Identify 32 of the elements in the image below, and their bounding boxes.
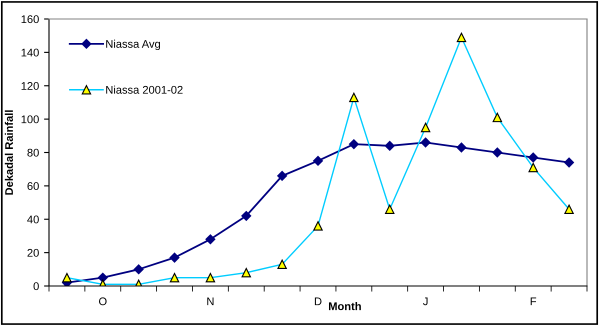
x-tick-label: J	[422, 298, 428, 306]
point	[205, 234, 216, 244]
point	[170, 252, 180, 263]
y-tick-label: 40	[27, 216, 39, 224]
x-axis-title: Month	[328, 302, 361, 310]
point	[348, 139, 359, 150]
y-tick-label: 20	[27, 248, 39, 257]
point	[384, 140, 395, 151]
y-tick-label: 160	[22, 15, 39, 24]
y-tick-label: 100	[22, 115, 39, 124]
x-tick-label: N	[207, 298, 214, 306]
point	[98, 272, 108, 283]
legend-label: Niassa 2001-02	[106, 86, 183, 94]
y-tick-label: 140	[22, 48, 39, 57]
y-tick-label: 80	[27, 148, 39, 157]
point	[313, 156, 323, 166]
x-tick-label: F	[530, 298, 536, 306]
point	[528, 152, 538, 162]
legend-label: Niassa Avg	[106, 40, 160, 50]
y-axis-title: Dekadal Rainfall	[4, 110, 13, 195]
y-tick-label: 0	[34, 282, 39, 290]
y-tick-label: 120	[22, 82, 39, 90]
point	[564, 158, 574, 168]
x-tick-label: O	[99, 297, 107, 306]
point	[420, 138, 431, 148]
point	[134, 264, 144, 274]
x-tick-label: D	[314, 298, 322, 306]
point	[456, 142, 466, 152]
point	[492, 148, 502, 158]
y-tick-label: 60	[27, 182, 39, 190]
point	[241, 210, 252, 221]
point	[277, 170, 288, 181]
